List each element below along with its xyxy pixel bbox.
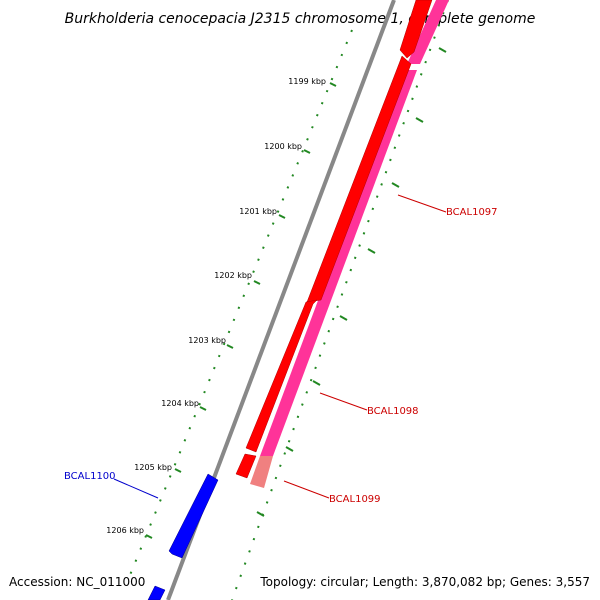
feature-label-bcal1097[interactable]: BCAL1097 bbox=[446, 207, 498, 218]
cds-bcal1097-start[interactable] bbox=[399, 0, 433, 59]
inner-major-tick bbox=[303, 149, 311, 154]
outer-major-tick bbox=[367, 248, 376, 254]
inner-major-tick bbox=[278, 214, 286, 219]
callout-line-bcal1097 bbox=[397, 194, 447, 213]
gene-band-light-segment bbox=[250, 456, 273, 488]
outer-minor-ticks bbox=[231, 0, 449, 600]
inner-major-tick bbox=[199, 406, 207, 411]
reverse-cds-track bbox=[147, 473, 219, 600]
feature-label-bcal1100[interactable]: BCAL1100 bbox=[64, 471, 116, 482]
tick-label: 1205 kbp bbox=[134, 463, 172, 472]
inner-tick-ring bbox=[127, 29, 353, 581]
tick-label: 1202 kbp bbox=[214, 271, 252, 280]
cds-bcal1098[interactable] bbox=[245, 299, 318, 453]
tick-label: 1206 kbp bbox=[106, 526, 144, 535]
inner-major-tick bbox=[226, 344, 234, 349]
map-title: Burkholderia cenocepacia J2315 chromosom… bbox=[65, 11, 536, 27]
inner-minor-ticks bbox=[127, 29, 353, 581]
cds-bcal1099[interactable] bbox=[235, 453, 257, 479]
gene-band-segment bbox=[260, 70, 417, 456]
outer-major-tick bbox=[415, 117, 424, 123]
cds-bcal1097[interactable] bbox=[306, 55, 412, 303]
inner-major-tick bbox=[145, 534, 153, 539]
inner-major-tick bbox=[253, 280, 261, 285]
cds-bcal1100[interactable] bbox=[168, 473, 219, 559]
inner-major-tick bbox=[174, 468, 182, 473]
callout-line-bcal1100 bbox=[113, 478, 159, 499]
outer-major-tick bbox=[285, 446, 294, 452]
outer-major-tick bbox=[339, 315, 348, 321]
tick-label: 1200 kbp bbox=[264, 142, 302, 151]
gene-band bbox=[250, 0, 449, 488]
outer-major-tick bbox=[438, 47, 447, 53]
inner-major-tick bbox=[329, 82, 337, 87]
tick-label: 1199 kbp bbox=[288, 77, 326, 86]
tick-label: 1203 kbp bbox=[188, 336, 226, 345]
outer-tick-ring bbox=[231, 0, 449, 600]
forward-cds-track bbox=[235, 0, 433, 479]
outer-major-tick bbox=[312, 380, 321, 386]
outer-major-tick bbox=[256, 511, 265, 517]
tick-label: 1201 kbp bbox=[239, 207, 277, 216]
gene-band-segment bbox=[407, 0, 449, 64]
genome-summary: Topology: circular; Length: 3,870,082 bp… bbox=[259, 575, 590, 589]
cds-next-reverse[interactable] bbox=[147, 585, 166, 600]
tick-labels: 1199 kbp 1200 kbp 1201 kbp 1202 kbp 1203… bbox=[106, 77, 326, 535]
feature-label-bcal1098[interactable]: BCAL1098 bbox=[367, 406, 419, 417]
callout-line-bcal1098 bbox=[319, 392, 368, 411]
callout-line-bcal1099 bbox=[283, 480, 330, 499]
feature-callouts: BCAL1097 BCAL1098 BCAL1099 BCAL1100 bbox=[64, 194, 498, 505]
tick-label: 1204 kbp bbox=[161, 399, 199, 408]
outer-major-tick bbox=[391, 182, 400, 188]
accession-label: Accession: NC_011000 bbox=[9, 575, 145, 589]
feature-label-bcal1099[interactable]: BCAL1099 bbox=[329, 494, 381, 505]
